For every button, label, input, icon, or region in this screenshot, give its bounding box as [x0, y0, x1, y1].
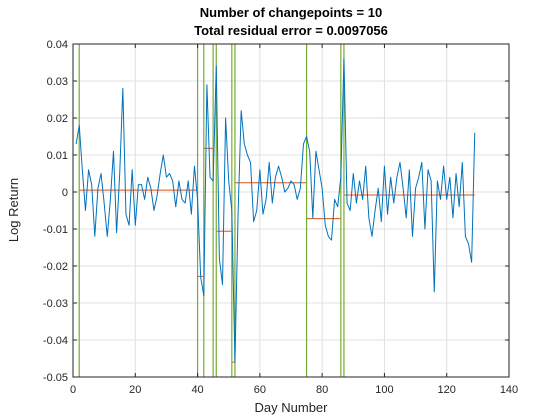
y-tick-label: 0.04 — [47, 39, 68, 51]
grid-lines — [72, 43, 510, 378]
y-tick-label: -0.05 — [43, 372, 68, 384]
x-tick-label: 0 — [70, 384, 76, 396]
y-tick-label: -0.01 — [43, 224, 68, 236]
plot-area-border — [72, 43, 510, 378]
x-tick-label: 140 — [500, 384, 518, 396]
segment-means — [79, 147, 475, 363]
changepoint-lines — [78, 44, 345, 377]
x-tick-label: 80 — [316, 384, 328, 396]
y-tick-label: 0.02 — [47, 113, 68, 125]
y-tick-label: 0 — [62, 187, 68, 199]
y-tick-label: -0.04 — [43, 335, 68, 347]
y-tick-labels: -0.05 -0.04 -0.03 -0.02 -0.01 0 0.01 0.02 0.03 0.… — [43, 39, 68, 384]
y-tick-label: -0.03 — [43, 298, 68, 310]
axis-ticks — [72, 43, 510, 378]
x-tick-label: 100 — [375, 384, 393, 396]
chart-subtitle: Total residual error = 0.0097056 — [194, 23, 388, 38]
x-tick-label: 40 — [191, 384, 203, 396]
chart-title: Number of changepoints = 10 — [200, 5, 382, 20]
series-layer — [75, 58, 476, 363]
series-line — [75, 58, 476, 363]
y-tick-label: 0.01 — [47, 150, 68, 162]
x-tick-labels: 0 20 40 60 80 100 120 140 — [70, 384, 518, 396]
y-tick-label: 0.03 — [47, 76, 68, 88]
y-tick-label: -0.02 — [43, 261, 68, 273]
x-axis-label: Day Number — [255, 400, 329, 415]
y-axis-label: Log Return — [6, 178, 21, 242]
x-tick-label: 60 — [254, 384, 266, 396]
x-tick-label: 120 — [438, 384, 456, 396]
x-tick-label: 20 — [129, 384, 141, 396]
